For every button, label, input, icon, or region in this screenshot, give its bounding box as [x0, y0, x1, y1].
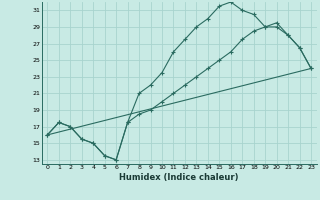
X-axis label: Humidex (Indice chaleur): Humidex (Indice chaleur) [119, 173, 239, 182]
